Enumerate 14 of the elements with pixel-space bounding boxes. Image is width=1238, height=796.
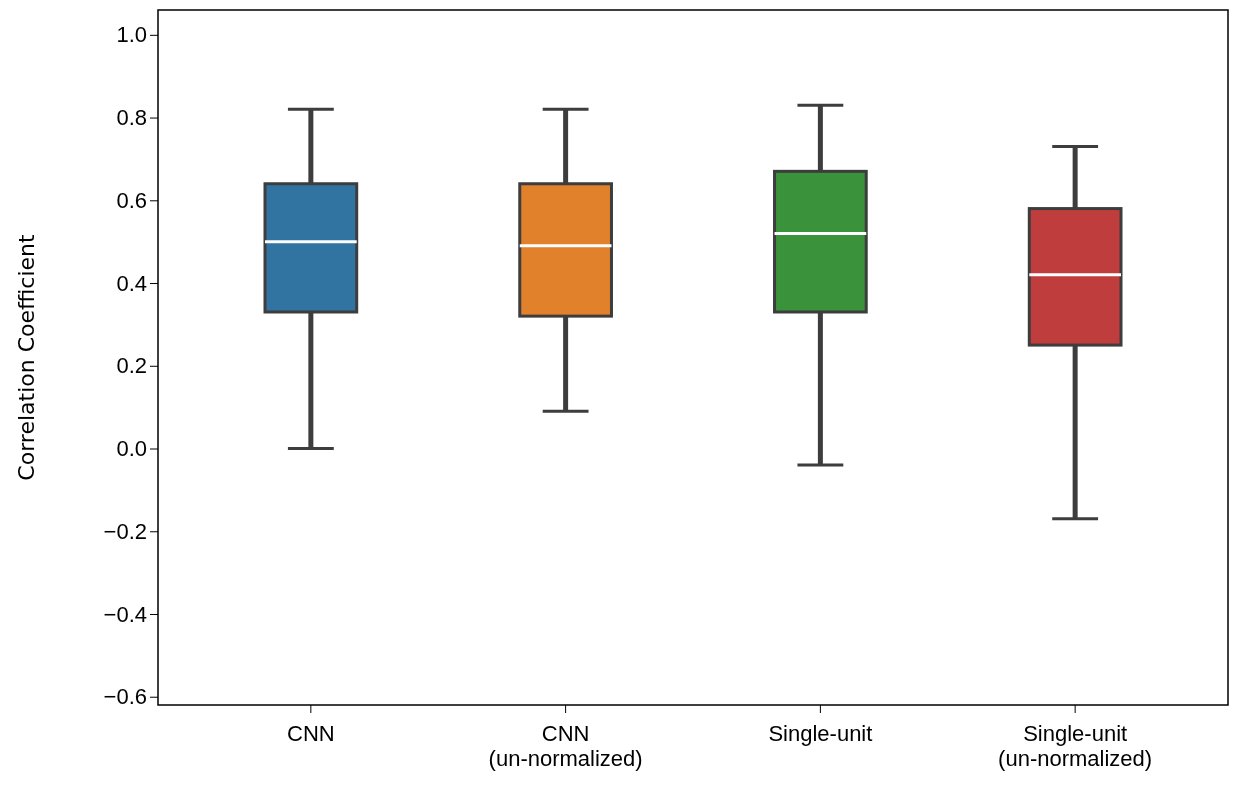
y-tick-label: −0.2: [103, 518, 147, 544]
y-tick-label: −0.6: [103, 684, 147, 710]
y-tick-label: 0.6: [116, 187, 147, 213]
x-tick-label: Single-unit (un-normalized): [998, 721, 1153, 772]
x-tick-label: Single-unit: [768, 721, 873, 746]
y-axis-title: Correlation Coefficient: [14, 234, 39, 481]
y-tick-label: 0.4: [116, 270, 147, 296]
y-tick-label: 1.0: [116, 22, 147, 48]
y-tick-label: 0.0: [116, 436, 147, 462]
y-tick-label: 0.2: [116, 353, 147, 379]
y-tick-label: 0.8: [116, 105, 147, 131]
x-tick-label: CNN: [287, 721, 335, 746]
x-tick-label: CNN (un-normalized): [488, 721, 643, 772]
y-tick-label: −0.4: [103, 601, 147, 627]
